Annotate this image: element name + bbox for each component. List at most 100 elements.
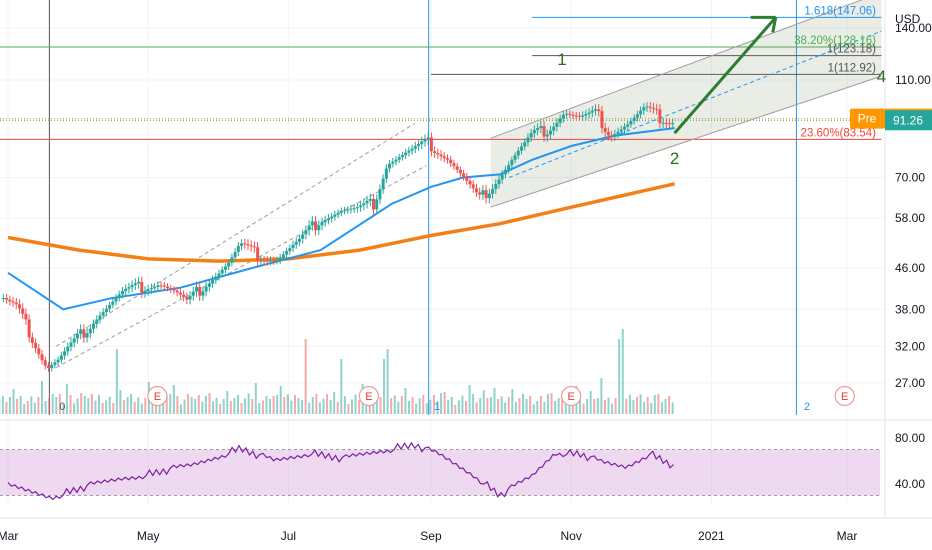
candle-body bbox=[594, 109, 598, 111]
price-tick-label: 38.00 bbox=[895, 302, 925, 316]
candle-body bbox=[323, 220, 327, 223]
candle-body bbox=[478, 192, 482, 195]
candle-body bbox=[429, 137, 433, 152]
volume-bar bbox=[16, 399, 19, 414]
candle-body bbox=[445, 158, 449, 160]
last-price-badge bbox=[885, 110, 932, 131]
candle-body bbox=[314, 221, 318, 231]
volume-bar bbox=[589, 391, 592, 414]
candle-body bbox=[465, 176, 469, 181]
time-axis[interactable]: Mar May Jul Sep Nov 2021 Mar bbox=[0, 529, 857, 543]
volume-bar bbox=[137, 397, 140, 414]
bottom-number-marker: 0 bbox=[59, 401, 65, 413]
candle-body bbox=[603, 128, 607, 133]
candle-body bbox=[426, 137, 430, 140]
candle-body bbox=[230, 257, 234, 263]
volume-bar bbox=[194, 399, 197, 414]
candle-body bbox=[590, 110, 594, 113]
volume-bar bbox=[179, 404, 182, 414]
volume-bar bbox=[5, 402, 8, 414]
candle-body bbox=[600, 111, 604, 129]
volume-bar bbox=[162, 398, 165, 414]
volume-bar bbox=[226, 391, 229, 414]
candle-body bbox=[648, 106, 652, 108]
volume-bar bbox=[76, 398, 79, 414]
earnings-marker[interactable] bbox=[147, 385, 168, 407]
volume-bar bbox=[440, 393, 443, 414]
candle-body bbox=[619, 129, 623, 132]
volume-bar bbox=[258, 403, 261, 414]
volume-bar bbox=[87, 398, 90, 414]
candle-body bbox=[269, 260, 273, 262]
earnings-marker[interactable] bbox=[834, 385, 855, 407]
candle-body bbox=[558, 118, 562, 123]
volume-bar bbox=[407, 401, 410, 414]
candle-body bbox=[56, 359, 60, 363]
candle-body bbox=[294, 241, 298, 245]
earnings-marker-label: E bbox=[567, 391, 574, 403]
candle-body bbox=[458, 169, 462, 174]
candle-body bbox=[114, 297, 118, 302]
candle-body bbox=[272, 260, 276, 262]
wave-label: 1 bbox=[557, 50, 566, 69]
candle-body bbox=[275, 260, 279, 262]
volume-bar bbox=[639, 394, 642, 414]
candle-body bbox=[117, 294, 121, 298]
volume-bar bbox=[236, 395, 239, 414]
candle-body bbox=[236, 245, 240, 252]
candle-body bbox=[484, 190, 488, 199]
candle-body bbox=[111, 301, 115, 305]
volume-bar bbox=[475, 402, 478, 414]
candle-body bbox=[53, 362, 57, 365]
volume-bar bbox=[254, 383, 257, 414]
volume-bar bbox=[660, 402, 663, 414]
candle-body bbox=[223, 266, 227, 270]
volume-bar bbox=[514, 402, 517, 414]
projection-arrow-line bbox=[673, 16, 777, 135]
candle-body bbox=[417, 144, 421, 147]
volume-bar bbox=[603, 400, 606, 414]
volume-bar bbox=[507, 397, 510, 414]
candle-body bbox=[178, 292, 182, 295]
candle-body bbox=[536, 128, 540, 131]
candle-body bbox=[262, 260, 266, 262]
candle-body bbox=[513, 155, 517, 160]
volume-bar bbox=[151, 402, 154, 414]
volume-bar bbox=[465, 401, 468, 414]
volume-bar bbox=[336, 402, 339, 414]
volume-bar bbox=[8, 397, 11, 414]
volume-bar bbox=[322, 398, 325, 414]
candle-body bbox=[240, 243, 244, 246]
candle-body bbox=[201, 291, 205, 296]
volume-bar bbox=[368, 401, 371, 414]
volume-bar bbox=[571, 402, 574, 414]
candle-body bbox=[149, 288, 153, 290]
volume-bar bbox=[30, 396, 33, 414]
volume-bar bbox=[383, 359, 386, 414]
volume-bar bbox=[308, 402, 311, 414]
price-tick-label: 110.00 bbox=[895, 73, 931, 87]
fib-level-label: 38.20%(128.16) bbox=[794, 35, 876, 47]
price-axis[interactable]: USD 140.00 110.00 70.00 58.00 46.00 38.00 32.0… bbox=[895, 12, 932, 390]
candle-body bbox=[95, 319, 99, 324]
volume-bar bbox=[41, 381, 44, 414]
candle-body bbox=[397, 157, 401, 160]
time-tick-label: Sep bbox=[420, 529, 442, 543]
rsi-layer bbox=[0, 441, 880, 501]
volume-bar bbox=[62, 404, 65, 414]
volume-bar bbox=[215, 397, 218, 414]
earnings-marker[interactable] bbox=[358, 385, 379, 407]
candle-body bbox=[597, 109, 601, 112]
candle-body bbox=[661, 122, 665, 124]
candle-body bbox=[381, 178, 385, 190]
volume-bar bbox=[375, 400, 378, 414]
candle-body bbox=[359, 205, 363, 208]
volume-bar bbox=[500, 396, 503, 414]
candle-body bbox=[124, 288, 128, 292]
candle-body bbox=[584, 114, 588, 116]
earnings-marker[interactable] bbox=[561, 385, 582, 407]
price-tick-label: 27.00 bbox=[895, 376, 925, 390]
rsi-line bbox=[7, 441, 674, 501]
